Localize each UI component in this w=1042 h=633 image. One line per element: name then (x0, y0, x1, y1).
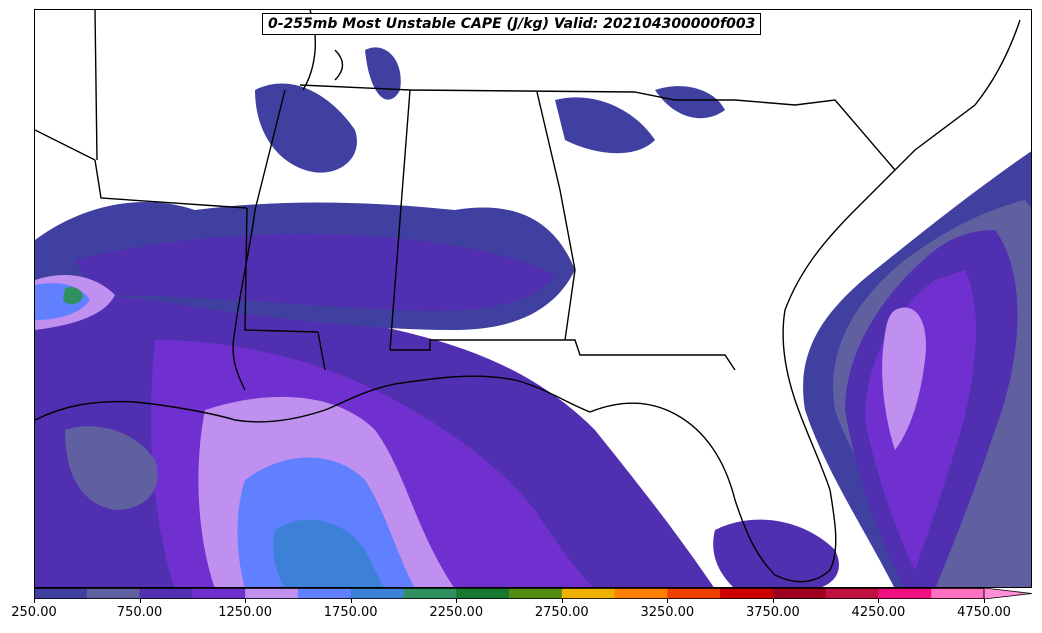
map-panel (34, 9, 1032, 588)
colorbar-segment (509, 588, 563, 599)
colorbar-tick-label: 2750.00 (534, 605, 589, 620)
cape-field-west-green (63, 287, 83, 305)
colorbar-segment (297, 588, 352, 599)
cape-field-caribbean (713, 519, 839, 587)
colorbar-tick-mark (772, 599, 774, 603)
colorbar-segment (86, 588, 141, 599)
colorbar-tick-label: 4750.00 (957, 605, 1011, 620)
colorbar-segment (350, 588, 404, 599)
colorbar-tick-mark (878, 599, 880, 603)
colorbar-segment (614, 588, 668, 599)
colorbar-segment (878, 588, 932, 599)
colorbar-tick-label: 3750.00 (745, 605, 800, 620)
colorbar-tick-mark (667, 599, 669, 603)
colorbar-segment (667, 588, 721, 599)
colorbar-segment (139, 588, 193, 599)
cape-field-north-patches (255, 47, 725, 173)
colorbar-tick-label: 3250.00 (640, 605, 695, 620)
colorbar-segment (192, 588, 246, 599)
colorbar-segment (772, 588, 827, 599)
colorbar-segment (456, 588, 510, 599)
colorbar-tick-label: 4250.00 (851, 605, 906, 620)
colorbar-segment (931, 588, 985, 599)
colorbar-segment (403, 588, 457, 599)
colorbar-tick-mark (245, 599, 247, 603)
colorbar-tick-label: 2250.00 (429, 605, 484, 620)
colorbar-outline (34, 588, 985, 599)
state-boundaries (94, 10, 896, 391)
cape-field-west-purple (75, 233, 555, 312)
colorbar-segment (561, 588, 616, 599)
coastline (35, 19, 1021, 583)
cape-field-gulf-steel (273, 519, 384, 587)
colorbar-tick-mark (456, 599, 458, 603)
colorbar-extend-arrow (983, 588, 1032, 599)
colorbar-segment (245, 588, 299, 599)
colorbar-tick-mark (139, 599, 141, 603)
map-title: 0-255mb Most Unstable CAPE (J/kg) Valid:… (262, 13, 762, 35)
cape-field-west-gray (65, 426, 158, 510)
colorbar-tick-mark (984, 599, 985, 603)
colorbar-segment (720, 588, 774, 599)
colorbar-tick-mark (561, 599, 563, 603)
colorbar-tick-label: 1250.00 (218, 605, 272, 620)
colorbar-tick-label: 750.00 (116, 605, 163, 620)
colorbar-tick-mark (34, 599, 35, 603)
colorbar-tick-mark (350, 599, 352, 603)
colorbar-segment (34, 588, 88, 599)
cape-field-atlantic-light (882, 307, 926, 450)
colorbar-tick-label: 250.00 (11, 605, 57, 620)
colorbar (34, 588, 1032, 599)
colorbar-tick-label: 1750.00 (323, 605, 378, 620)
cape-map (35, 10, 1031, 587)
colorbar-segment (825, 588, 879, 599)
